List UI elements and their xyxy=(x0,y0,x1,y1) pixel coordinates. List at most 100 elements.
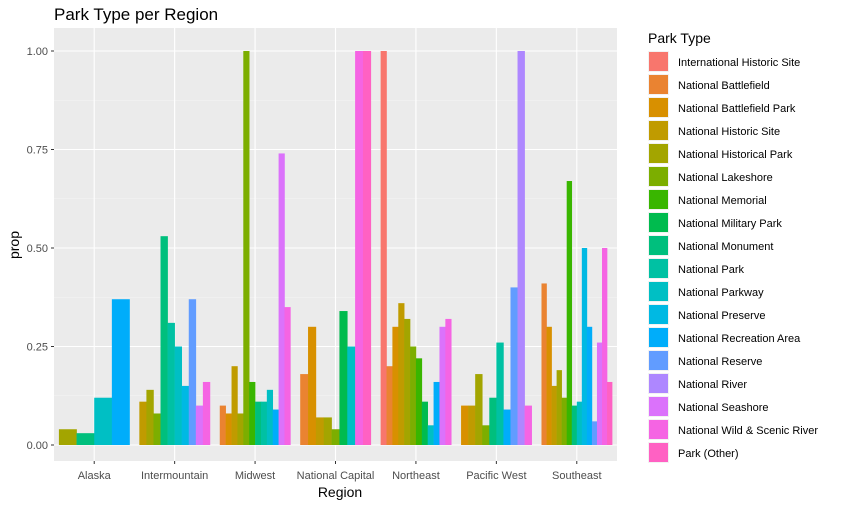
bar xyxy=(586,326,593,445)
legend-label: Park (Other) xyxy=(678,448,739,460)
bar xyxy=(237,413,244,445)
bar xyxy=(439,326,446,445)
legend-swatch xyxy=(649,328,668,347)
bar xyxy=(427,425,434,445)
bar xyxy=(566,181,573,445)
bar xyxy=(571,405,578,445)
bar xyxy=(243,51,250,445)
bar xyxy=(541,283,547,445)
bar xyxy=(202,381,211,445)
bar xyxy=(347,346,356,445)
bar xyxy=(58,429,77,445)
bar xyxy=(475,374,483,445)
y-axis: 0.00 0.25 0.50 0.75 1.00 xyxy=(27,46,54,452)
bar xyxy=(468,405,476,445)
y-tick-label: 0.25 xyxy=(27,342,48,354)
bar xyxy=(398,303,405,445)
legend-label: National Historical Park xyxy=(678,149,793,161)
bar xyxy=(561,397,567,445)
bars xyxy=(58,51,613,445)
legend-label: National Seashore xyxy=(678,402,769,414)
bar xyxy=(111,299,130,445)
legend-swatch xyxy=(649,305,668,324)
legend-swatch xyxy=(649,397,668,416)
legend-swatch xyxy=(649,259,668,278)
legend-label: National Park xyxy=(678,264,745,276)
bar xyxy=(546,326,552,445)
bar xyxy=(339,311,348,445)
bar xyxy=(591,421,598,445)
bar xyxy=(225,413,232,445)
legend-label: National Historic Site xyxy=(678,126,780,138)
y-tick-label: 1.00 xyxy=(27,46,48,58)
bar xyxy=(266,389,274,445)
bar xyxy=(219,405,226,445)
bar xyxy=(323,417,332,445)
legend-swatch xyxy=(649,52,668,71)
y-tick-label: 0.75 xyxy=(27,145,48,157)
legend-label: National Military Park xyxy=(678,218,782,230)
legend-swatch xyxy=(649,98,668,117)
bar xyxy=(386,366,393,445)
bar xyxy=(195,405,204,445)
bar xyxy=(576,401,583,445)
bar xyxy=(255,401,262,445)
bar xyxy=(415,358,423,445)
bar xyxy=(482,425,490,445)
bar xyxy=(300,374,309,445)
bar xyxy=(461,405,469,445)
x-tick-label: Pacific West xyxy=(466,470,526,482)
bar xyxy=(421,401,428,445)
bar xyxy=(174,346,182,445)
bar xyxy=(278,153,285,445)
bar xyxy=(308,326,317,445)
legend-label: National Battlefield xyxy=(678,80,770,92)
legend-swatch xyxy=(649,282,668,301)
bar xyxy=(362,51,372,445)
bar xyxy=(315,417,325,445)
legend-label: National Monument xyxy=(678,241,773,253)
legend-label: National Recreation Area xyxy=(678,333,801,345)
bar xyxy=(146,389,154,445)
bar xyxy=(167,322,175,445)
bar xyxy=(231,366,238,445)
bar xyxy=(556,370,562,445)
legend-swatch xyxy=(649,190,668,209)
legend-label: National Memorial xyxy=(678,195,767,207)
legend-label: National River xyxy=(678,379,747,391)
legend-swatch xyxy=(649,75,668,94)
bar xyxy=(76,433,95,445)
legend-swatch xyxy=(649,351,668,370)
legend-label: National Preserve xyxy=(678,310,765,322)
x-tick-label: Northeast xyxy=(392,470,440,482)
bar xyxy=(410,346,417,445)
bar xyxy=(404,318,411,445)
bar xyxy=(284,307,291,445)
x-tick-label: National Capital xyxy=(297,470,375,482)
bar xyxy=(510,287,518,445)
legend-swatch xyxy=(649,213,668,232)
bar xyxy=(392,326,399,445)
legend-swatch xyxy=(649,374,668,393)
legend-label: National Wild & Scenic River xyxy=(678,425,818,437)
y-axis-title: prop xyxy=(6,231,22,259)
legend: International Historic Site National Batt… xyxy=(648,51,818,463)
bar xyxy=(260,401,268,445)
bar xyxy=(551,385,557,445)
bar xyxy=(503,409,511,445)
x-tick-label: Alaska xyxy=(78,470,112,482)
x-tick-label: Southeast xyxy=(552,470,602,482)
legend-label: National Battlefield Park xyxy=(678,103,796,115)
bar xyxy=(496,342,504,445)
x-axis: Alaska Intermountain Midwest National Capit… xyxy=(78,461,602,482)
legend-swatch xyxy=(649,144,668,163)
bar xyxy=(517,51,525,445)
bar xyxy=(380,51,387,445)
bar xyxy=(94,397,113,445)
bar xyxy=(581,248,588,445)
bar xyxy=(445,318,452,445)
bar xyxy=(489,397,497,445)
x-tick-label: Intermountain xyxy=(141,470,208,482)
x-tick-label: Midwest xyxy=(235,470,275,482)
